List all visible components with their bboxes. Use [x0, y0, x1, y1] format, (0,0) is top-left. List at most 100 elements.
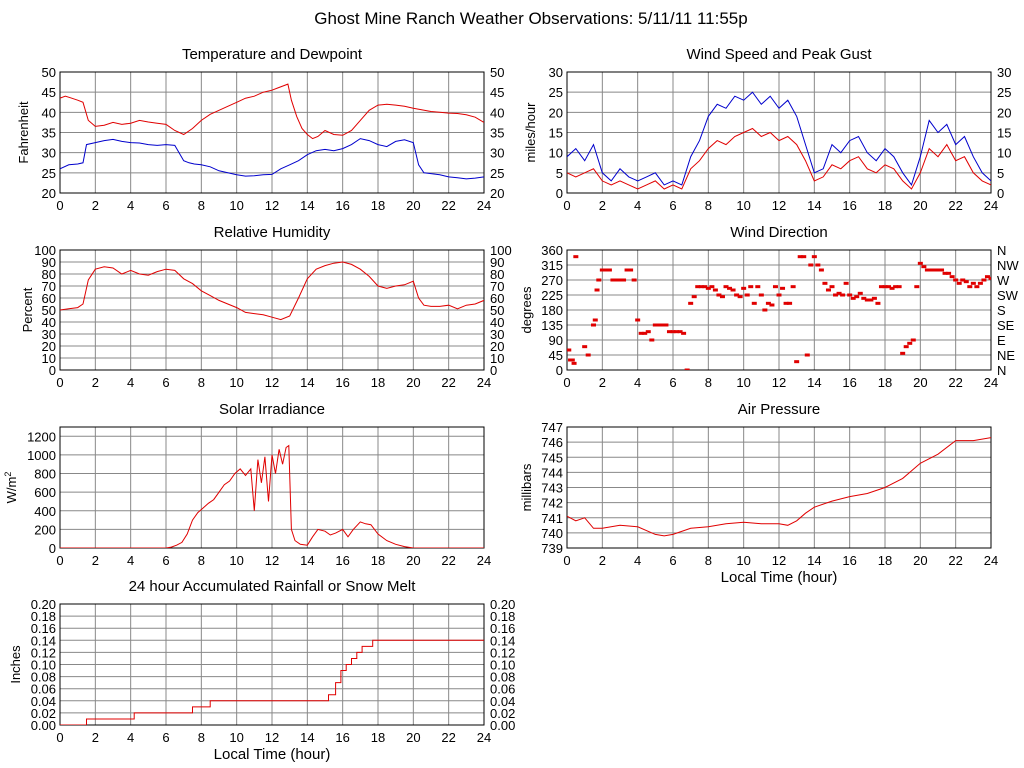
y-axis-label: miles/hour [523, 102, 538, 163]
series-group [60, 639, 484, 725]
y-tick-label-right: 0 [490, 363, 497, 378]
wind-direction-point [751, 301, 757, 305]
series-group [567, 437, 991, 537]
y-tick-label-right: 0.04 [490, 694, 515, 709]
wind-direction-point [829, 285, 835, 289]
y-tick-label: 0.12 [31, 645, 56, 660]
x-tick-label: 14 [807, 553, 821, 568]
y-tick-label-right: 15 [997, 126, 1011, 141]
x-tick-label: 22 [948, 375, 962, 390]
y-tick-label: 35 [42, 126, 56, 141]
y-tick-label: 739 [541, 541, 563, 556]
y-tick-label: 100 [34, 243, 56, 258]
x-tick-label: 6 [162, 730, 169, 745]
y-tick-label: 743 [541, 481, 563, 496]
wind-direction-point [712, 288, 718, 292]
wind-direction-point [592, 318, 598, 322]
wind-direction-point [801, 255, 807, 259]
x-tick-label: 12 [265, 730, 279, 745]
wind-direction-point [878, 285, 884, 289]
y-tick-label-right: 90 [490, 255, 504, 270]
series-line-solar-irradiance [60, 444, 484, 548]
y-tick-label-right: 70 [490, 279, 504, 294]
wind-direction-point [659, 323, 665, 327]
wind-direction-point [727, 286, 733, 290]
wind-direction-point [642, 331, 648, 335]
compass-tick-label: SE [997, 318, 1015, 333]
y-tick-label: 600 [34, 485, 56, 500]
compass-tick-label: W [997, 273, 1010, 288]
y-axis-label: Inches [8, 645, 23, 684]
x-tick-label: 16 [335, 375, 349, 390]
x-tick-label: 0 [56, 553, 63, 568]
y-tick-label: 80 [42, 267, 56, 282]
x-tick-label: 14 [300, 730, 314, 745]
wind-direction-point [585, 353, 591, 357]
x-tick-label: 4 [127, 375, 134, 390]
wind-direction-point [875, 301, 881, 305]
series-group [567, 91, 991, 190]
wind-direction-point [734, 293, 740, 297]
wind-direction-point [769, 303, 775, 307]
wind-direction-point [617, 278, 623, 282]
x-tick-label: 12 [772, 553, 786, 568]
series-line-wind-speed [567, 127, 991, 190]
y-tick-label-right: 100 [490, 243, 512, 258]
wind-direction-point [956, 281, 962, 285]
x-tick-label: 24 [984, 553, 998, 568]
chart-title: Relative Humidity [214, 224, 331, 241]
wind-direction-point [804, 353, 810, 357]
x-tick-label: 24 [984, 198, 998, 213]
x-tick-label: 2 [92, 553, 99, 568]
y-tick-label-right: 20 [490, 186, 504, 201]
y-tick-label: 746 [541, 435, 563, 450]
y-tick-label: 20 [42, 186, 56, 201]
wind-direction-point [988, 276, 991, 280]
y-tick-label: 45 [549, 348, 563, 363]
y-tick-label-right: 35 [490, 126, 504, 141]
y-tick-label: 30 [42, 146, 56, 161]
wind-direction-point [847, 293, 853, 297]
y-tick-label-right: 25 [997, 85, 1011, 100]
wind-direction-point [755, 285, 761, 289]
wind-direction-point [843, 281, 849, 285]
wind-direction-point [596, 278, 602, 282]
wind-direction-point [889, 286, 895, 290]
wind-direction-point [903, 345, 909, 349]
wind-direction-point [783, 301, 789, 305]
wind-direction-point [910, 338, 916, 342]
plot-frame [59, 603, 485, 726]
y-tick-label-right: 0.06 [490, 682, 515, 697]
wind-direction-point [949, 275, 955, 279]
wind-direction-point [628, 268, 634, 272]
x-tick-label: 4 [634, 198, 641, 213]
y-tick-label-right: 50 [490, 303, 504, 318]
x-axis-label: Local Time (hour) [214, 746, 331, 763]
wind-direction-point [977, 281, 983, 285]
x-tick-label: 2 [599, 553, 606, 568]
y-tick-label: 90 [42, 255, 56, 270]
y-tick-label: 5 [556, 166, 563, 181]
y-tick-label-right: 10 [997, 146, 1011, 161]
wind-direction-point [656, 323, 662, 327]
wind-direction-point [931, 268, 937, 272]
x-tick-label: 0 [56, 730, 63, 745]
wind-direction-point [921, 265, 927, 269]
x-tick-label: 24 [477, 198, 491, 213]
y-tick-label: 747 [541, 420, 563, 435]
x-tick-label: 22 [441, 730, 455, 745]
y-tick-label: 0 [49, 541, 56, 556]
wind-direction-point [571, 361, 577, 365]
x-tick-label: 18 [878, 198, 892, 213]
wind-direction-point [567, 348, 572, 352]
y-tick-label-right: 0.10 [490, 658, 515, 673]
y-tick-label: 10 [42, 351, 56, 366]
y-tick-label-right: 0.12 [490, 645, 515, 660]
wind-direction-point [886, 285, 892, 289]
y-axis-label: W/m2 [3, 472, 19, 504]
wind-direction-point [815, 263, 821, 267]
